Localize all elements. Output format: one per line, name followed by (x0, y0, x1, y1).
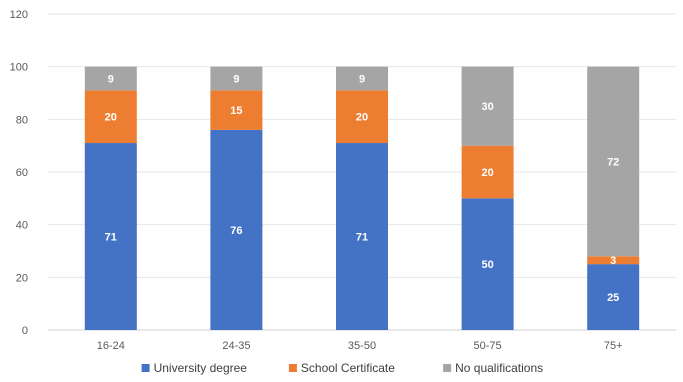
legend-swatch (141, 364, 150, 372)
x-tick-label: 24-35 (222, 340, 250, 352)
y-tick-label: 20 (16, 272, 28, 284)
bar-segment (587, 264, 640, 330)
bar-segment (336, 143, 388, 330)
y-tick-label: 80 (16, 114, 28, 126)
x-tick-label: 35-50 (348, 340, 376, 352)
x-tick-label: 50-75 (474, 340, 502, 352)
data-label: 9 (233, 74, 239, 86)
y-tick-label: 60 (16, 167, 28, 179)
x-axis: 16-24 24-35 35-50 50-75 75+ (97, 340, 623, 352)
data-label: 25 (607, 292, 619, 304)
y-tick-label: 0 (22, 325, 28, 337)
data-label: 76 (230, 225, 242, 237)
data-label: 71 (105, 232, 117, 244)
x-tick-label: 16-24 (97, 340, 125, 352)
y-axis: 0 20 40 60 80 100 120 (10, 9, 28, 337)
x-tick-label: 75+ (604, 340, 623, 352)
bar-segment (84, 66, 137, 91)
data-label: 20 (481, 167, 493, 179)
bar-segment (336, 66, 388, 91)
data-label: 9 (359, 74, 365, 86)
data-label: 30 (481, 101, 493, 113)
bar-segment (84, 90, 137, 144)
bar-segment (336, 90, 388, 144)
bar-segment (210, 66, 263, 91)
y-tick-label: 120 (10, 9, 28, 21)
legend-label: School Certificate (301, 361, 395, 375)
bar-segment (461, 198, 514, 330)
data-label: 20 (105, 112, 117, 124)
bar-segment (461, 66, 514, 146)
data-label: 9 (108, 74, 114, 86)
legend-swatch (288, 364, 297, 372)
bar-segment (210, 90, 263, 130)
data-label: 71 (356, 232, 368, 244)
bar-segment (210, 129, 263, 330)
y-tick-label: 100 (10, 62, 28, 74)
bar-segment (587, 66, 640, 257)
bar-segment (587, 256, 640, 265)
y-tick-label: 40 (16, 220, 28, 232)
data-label: 20 (356, 112, 368, 124)
legend-label: University degree (154, 361, 248, 375)
data-label: 50 (481, 259, 493, 271)
data-label: 15 (230, 105, 242, 117)
bar-segment (461, 145, 514, 199)
legend-swatch (443, 364, 452, 372)
legend-label: No qualifications (455, 361, 543, 375)
data-labels: 71 20 9 76 15 9 71 20 9 50 20 30 25 3 72 (105, 74, 620, 305)
bar-segment (84, 143, 137, 330)
data-label: 3 (610, 255, 616, 267)
legend: University degree School Certificate No qu… (141, 361, 543, 375)
bars (84, 66, 640, 330)
data-label: 72 (607, 156, 619, 168)
